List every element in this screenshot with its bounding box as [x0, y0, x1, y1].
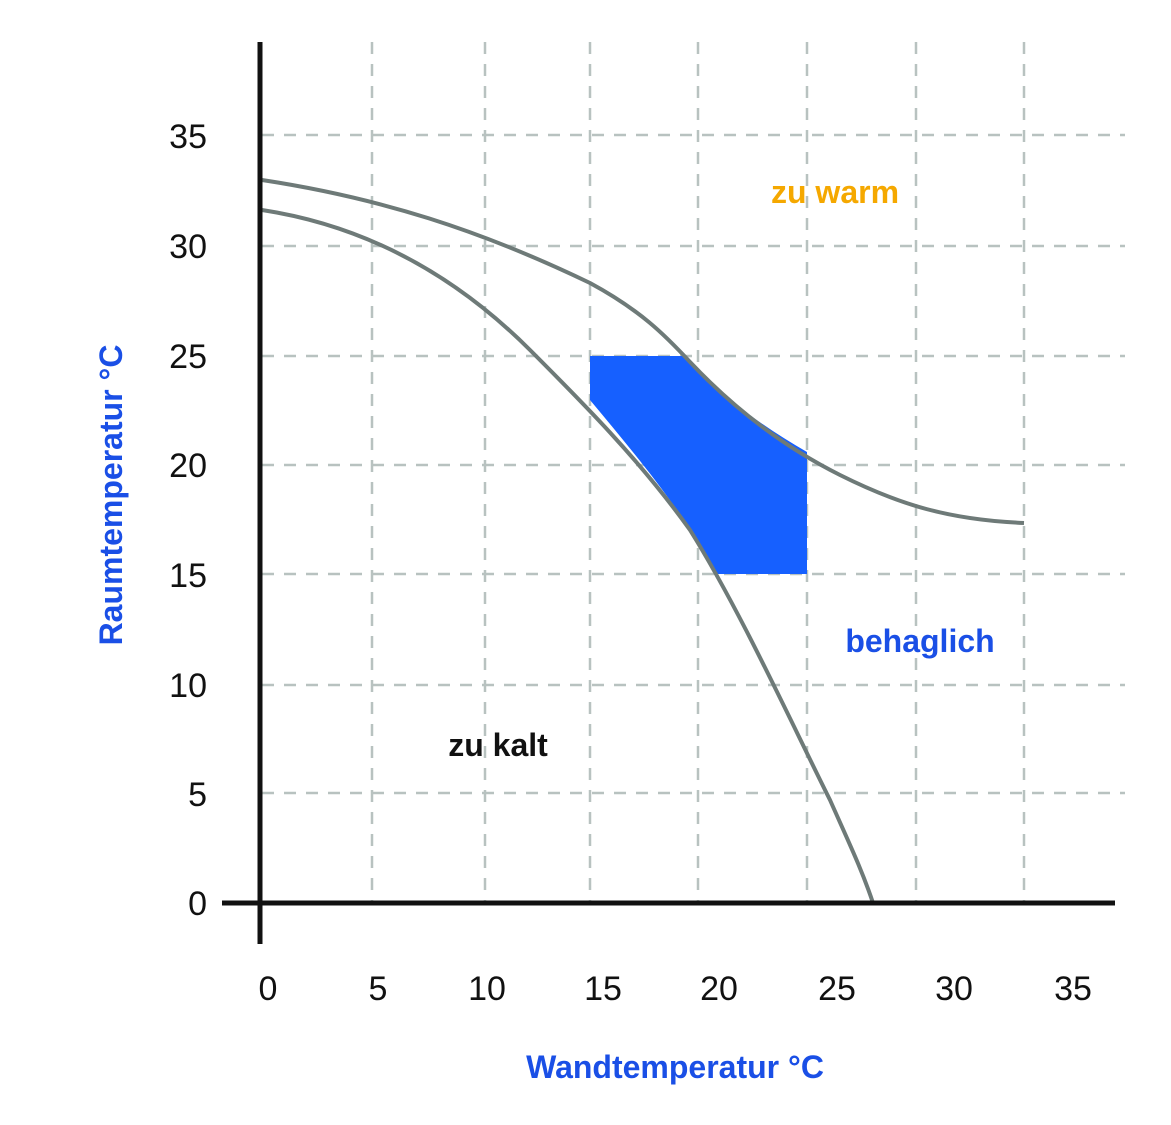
zu-kalt-label: zu kalt [448, 727, 548, 763]
x-tick: 25 [818, 970, 856, 1008]
y-tick: 10 [169, 667, 207, 705]
y-tick: 5 [188, 776, 207, 814]
x-tick: 35 [1054, 970, 1092, 1008]
y-tick: 15 [169, 557, 207, 595]
x-tick-labels: 0 5 10 15 20 25 30 35 [259, 970, 1092, 1008]
x-tick: 5 [369, 970, 388, 1008]
y-tick: 0 [188, 885, 207, 923]
lower-boundary-curve [261, 208, 875, 904]
y-tick: 30 [169, 228, 207, 266]
y-tick: 35 [169, 118, 207, 156]
behaglich-label: behaglich [845, 623, 994, 659]
y-tick-labels: 0 5 10 15 20 25 30 35 [169, 118, 207, 923]
upper-boundary-curve [261, 178, 1025, 525]
y-tick: 20 [169, 447, 207, 485]
zu-warm-label: zu warm [771, 174, 899, 210]
x-axis-label: Wandtemperatur °C [526, 1049, 824, 1085]
y-tick: 25 [169, 338, 207, 376]
x-tick: 0 [259, 970, 278, 1008]
x-tick: 30 [935, 970, 973, 1008]
x-tick: 15 [584, 970, 622, 1008]
comfort-zone-area [590, 356, 807, 574]
grid-vertical [370, 42, 1026, 903]
grid-horizontal [262, 133, 1125, 795]
x-tick: 10 [468, 970, 506, 1008]
y-axis-label: Raumtemperatur °C [93, 345, 129, 646]
x-tick: 20 [700, 970, 738, 1008]
